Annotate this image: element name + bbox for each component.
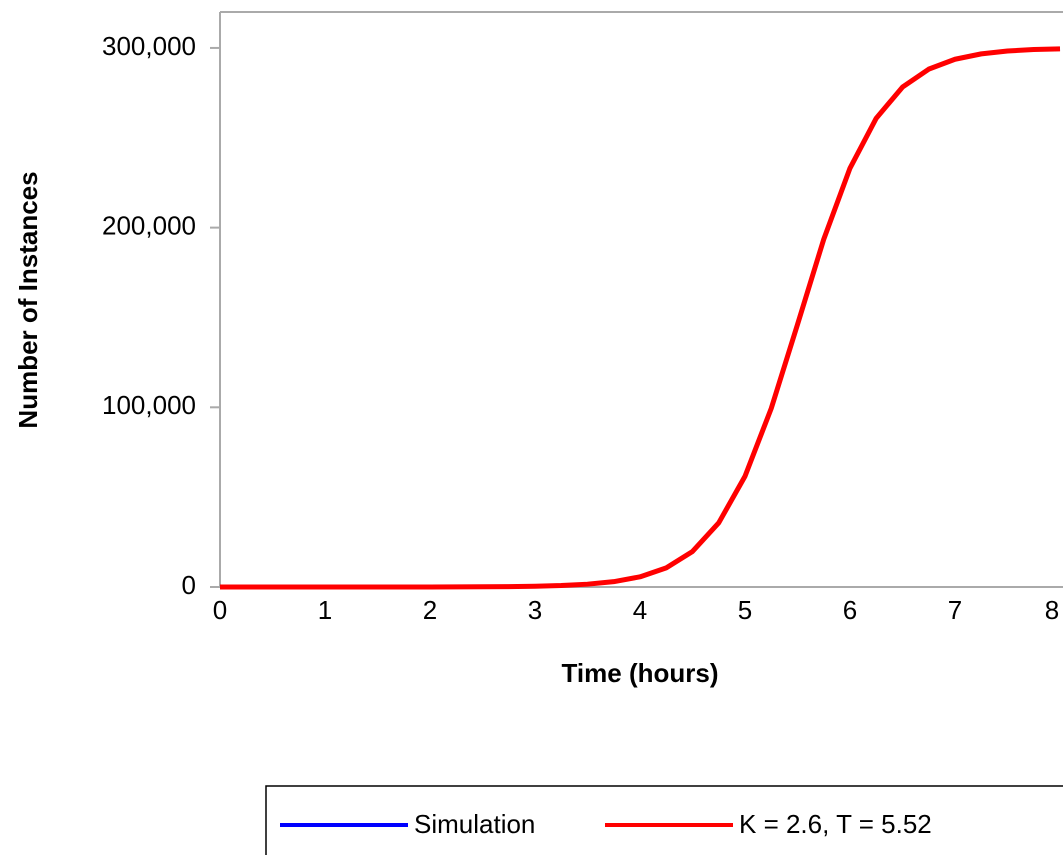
x-tick-label: 8 xyxy=(1045,595,1059,625)
legend xyxy=(265,785,1063,855)
x-axis-title: Time (hours) xyxy=(562,658,719,688)
series-line xyxy=(220,46,1061,590)
x-tick-label: 6 xyxy=(843,595,857,625)
y-tick-label: 100,000 xyxy=(102,390,196,420)
x-tick-label: 1 xyxy=(318,595,332,625)
y-tick-label: 200,000 xyxy=(102,211,196,241)
series-line xyxy=(220,46,1061,589)
x-tick-label: 7 xyxy=(948,595,962,625)
legend-label: K = 2.6, T = 5.52 xyxy=(739,809,932,839)
x-tick-label: 5 xyxy=(738,595,752,625)
y-tick-label: 300,000 xyxy=(102,31,196,61)
x-tick-label: 2 xyxy=(423,595,437,625)
x-tick-label: 0 xyxy=(213,595,227,625)
legend-label: Simulation xyxy=(414,809,535,839)
x-tick-label: 4 xyxy=(633,595,647,625)
y-axis-title: Number of Instances xyxy=(13,171,43,428)
y-tick-label: 0 xyxy=(182,570,196,600)
x-tick-label: 3 xyxy=(528,595,542,625)
